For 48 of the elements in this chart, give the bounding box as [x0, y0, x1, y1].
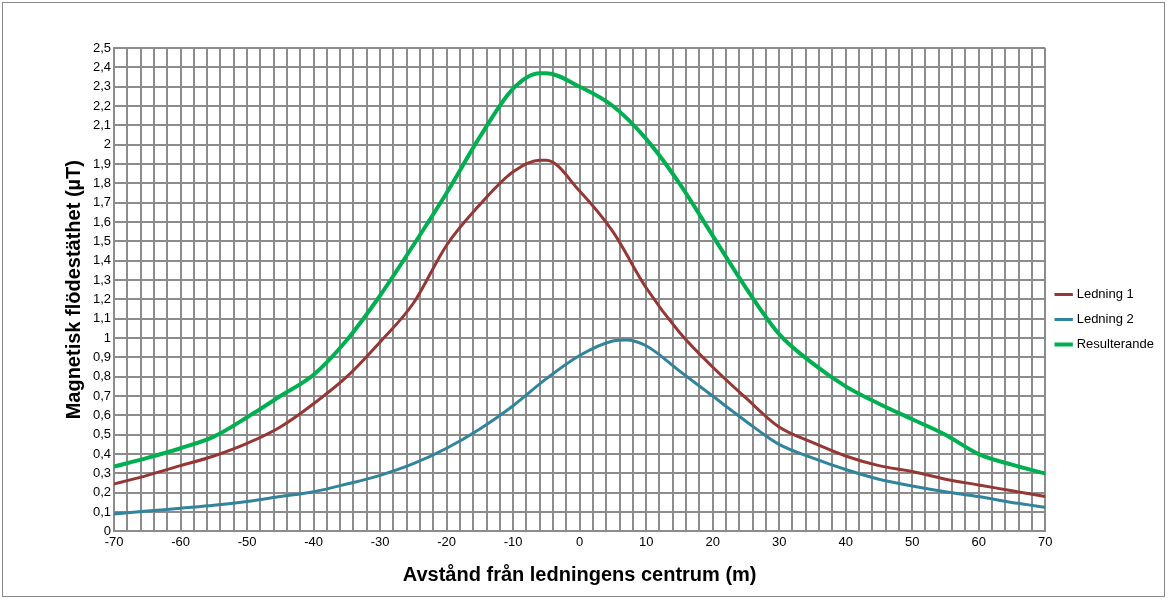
- y-tick-label: 2: [103, 136, 112, 152]
- y-tick-label: 1,7: [92, 194, 112, 210]
- y-tick-label: 1,1: [92, 310, 112, 326]
- y-axis-title: Magnetisk flödestäthet (µT): [61, 160, 84, 420]
- y-tick-label: 2,3: [92, 78, 112, 94]
- y-tick-label: 1,4: [92, 252, 112, 268]
- y-tick-label: 1,8: [92, 174, 112, 190]
- legend-label: Ledning 1: [1076, 286, 1134, 302]
- y-tick-label: 2,5: [92, 39, 112, 55]
- x-tick-label: -30: [370, 533, 390, 549]
- line-series: [114, 158, 1046, 499]
- y-tick-label: 1,2: [92, 290, 112, 306]
- y-tick-label: 1,5: [92, 232, 112, 248]
- x-tick-label: 0: [576, 533, 584, 549]
- x-tick-label: -20: [437, 533, 457, 549]
- x-tick-label: 20: [705, 533, 720, 549]
- y-tick-label: 1: [103, 329, 112, 345]
- x-tick-label: -60: [171, 533, 190, 549]
- y-tick-label: 0,7: [92, 387, 112, 403]
- y-tick-label: 0,4: [92, 445, 112, 461]
- x-tick-label: 40: [838, 533, 853, 549]
- x-tick-label: 30: [771, 533, 787, 549]
- y-tick-label: 0,3: [92, 464, 112, 480]
- x-tick-label: -40: [304, 533, 323, 549]
- y-tick-label: 1,3: [92, 271, 112, 287]
- y-tick-label: 2,1: [92, 116, 112, 132]
- x-tick-label: -50: [237, 533, 257, 549]
- y-tick-label: 0: [103, 522, 112, 538]
- x-tick-label: 50: [904, 533, 920, 549]
- line-series: [114, 338, 1046, 516]
- x-tick-label: 60: [971, 533, 986, 549]
- line-series: [114, 71, 1046, 476]
- y-tick-label: 0,6: [92, 406, 112, 422]
- x-tick-label: -10: [503, 533, 523, 549]
- legend-label: Ledning 2: [1076, 311, 1134, 327]
- y-tick-label: 1,9: [92, 155, 112, 171]
- y-tick-label: 0,2: [92, 484, 112, 500]
- y-tick-label: 0,8: [92, 368, 112, 384]
- x-axis-title: Avstånd från ledningens centrum (m): [402, 562, 757, 585]
- legend-label: Resulterande: [1076, 336, 1154, 352]
- y-tick-label: 0,1: [92, 503, 112, 519]
- y-tick-label: 2,4: [92, 58, 112, 74]
- y-tick-label: 1,6: [92, 213, 112, 229]
- y-tick-label: 0,9: [92, 348, 112, 364]
- y-tick-label: 2,2: [92, 97, 112, 113]
- y-tick-label: 0,5: [92, 426, 112, 442]
- x-tick-label: 10: [638, 533, 654, 549]
- x-tick-label: 70: [1037, 533, 1053, 549]
